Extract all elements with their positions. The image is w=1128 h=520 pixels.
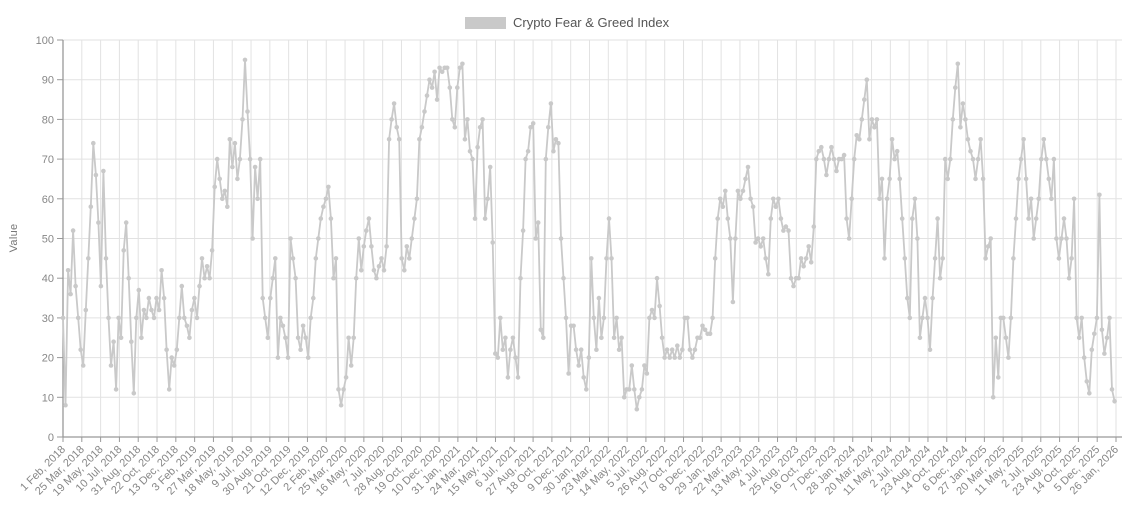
- legend-swatch: [465, 16, 506, 29]
- svg-text:50: 50: [42, 234, 54, 246]
- y-axis-title: Value: [8, 223, 20, 253]
- svg-text:20: 20: [42, 353, 54, 365]
- svg-text:80: 80: [42, 114, 54, 126]
- svg-text:90: 90: [42, 75, 54, 87]
- svg-text:60: 60: [42, 194, 54, 206]
- axes: [62, 40, 1122, 438]
- svg-text:40: 40: [42, 273, 54, 285]
- svg-text:0: 0: [48, 432, 54, 444]
- series-fear-greed: [60, 57, 1117, 412]
- svg-text:10: 10: [42, 392, 54, 404]
- svg-text:70: 70: [42, 154, 54, 166]
- svg-text:30: 30: [42, 313, 54, 325]
- legend-label: Crypto Fear & Greed Index: [513, 15, 670, 30]
- legend-item-fear-greed[interactable]: Crypto Fear & Greed Index: [465, 15, 669, 30]
- series-points: [60, 57, 1117, 412]
- svg-text:100: 100: [36, 35, 54, 47]
